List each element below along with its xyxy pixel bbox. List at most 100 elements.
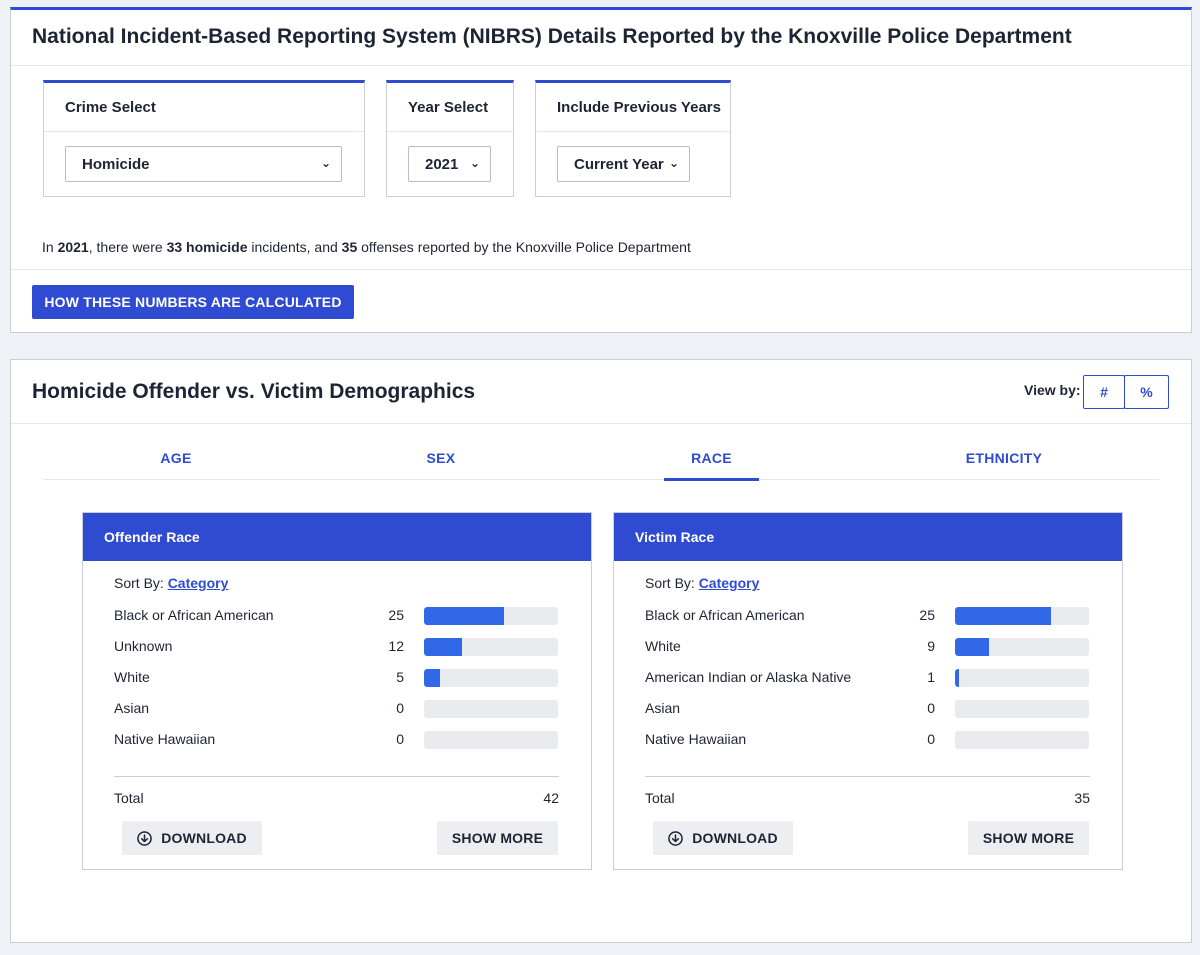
list-item: American Indian or Alaska Native 1: [645, 668, 1090, 688]
previous-years-label: Include Previous Years: [557, 99, 721, 116]
demographics-title: Homicide Offender vs. Victim Demographic…: [32, 380, 476, 403]
bar-fill: [955, 638, 990, 656]
list-item: White 9: [645, 637, 1090, 657]
crime-select-box: Crime Select Homicide ⌄: [43, 80, 365, 197]
chevron-down-icon: ⌄: [469, 156, 480, 170]
list-item: Black or African American 25: [114, 606, 559, 626]
bar-track: [424, 700, 558, 718]
chevron-down-icon: ⌄: [320, 156, 331, 170]
tab-age[interactable]: AGE: [160, 450, 192, 466]
year-select-box: Year Select 2021 ⌄: [386, 80, 514, 197]
divider: [44, 131, 364, 132]
row-value: 0: [396, 731, 404, 747]
tab-sex[interactable]: SEX: [426, 450, 456, 466]
bar-fill: [424, 638, 463, 656]
bar-track: [424, 731, 558, 749]
row-label: Asian: [645, 700, 681, 716]
list-item: Unknown 12: [114, 637, 559, 657]
download-label: DOWNLOAD: [692, 830, 778, 846]
crime-select-label: Crime Select: [65, 99, 156, 116]
bar-fill: [424, 607, 504, 625]
crime-select-value: Homicide: [82, 155, 150, 173]
sort-category-link[interactable]: Category: [698, 575, 760, 591]
row-label: Unknown: [114, 638, 173, 654]
row-value: 1: [927, 669, 935, 685]
row-value: 25: [388, 607, 404, 623]
row-label: White: [645, 638, 681, 654]
divider: [11, 65, 1191, 66]
divider: [11, 269, 1191, 270]
row-label: Native Hawaiian: [645, 731, 747, 747]
bar-track: [955, 669, 1089, 687]
victim-race-title: Victim Race: [614, 513, 1122, 561]
offender-total-row: Total 42: [114, 790, 559, 806]
victim-total-row: Total 35: [645, 790, 1090, 806]
nibrs-details-card: National Incident-Based Reporting System…: [10, 7, 1192, 333]
previous-years-value: Current Year: [574, 155, 664, 173]
year-select-label: Year Select: [408, 99, 489, 116]
chevron-down-icon: ⌄: [668, 156, 679, 170]
tab-race[interactable]: RACE: [691, 450, 732, 466]
row-value: 12: [388, 638, 404, 654]
divider: [387, 131, 513, 132]
row-label: Black or African American: [645, 607, 805, 623]
bar-track: [955, 607, 1089, 625]
victim-show-more-button[interactable]: SHOW MORE: [968, 821, 1089, 855]
bar-track: [424, 638, 558, 656]
sort-by: Sort By: Category: [114, 575, 229, 591]
row-label: American Indian or Alaska Native: [645, 669, 852, 685]
offender-race-title: Offender Race: [83, 513, 591, 561]
row-value: 25: [919, 607, 935, 623]
view-by-percent-button[interactable]: %: [1124, 375, 1169, 409]
row-label: Native Hawaiian: [114, 731, 216, 747]
summary-text: In 2021, there were 33 homicide incident…: [42, 239, 691, 255]
view-by-label: View by:: [1024, 382, 1081, 398]
victim-race-panel: Victim Race Sort By: Category Black or A…: [613, 512, 1123, 870]
row-value: 9: [927, 638, 935, 654]
bar-track: [955, 638, 1089, 656]
row-label: White: [114, 669, 150, 685]
bar-fill: [955, 669, 959, 687]
bar-track: [955, 731, 1089, 749]
sort-category-link[interactable]: Category: [167, 575, 229, 591]
list-item: Asian 0: [645, 699, 1090, 719]
bar-track: [424, 607, 558, 625]
active-tab-indicator: [664, 478, 759, 481]
offender-show-more-button[interactable]: SHOW MORE: [437, 821, 558, 855]
previous-years-dropdown[interactable]: Current Year ⌄: [557, 146, 690, 182]
tabs-divider: [43, 479, 1159, 480]
divider: [645, 776, 1090, 777]
row-value: 0: [396, 700, 404, 716]
list-item: White 5: [114, 668, 559, 688]
view-by-count-button[interactable]: #: [1083, 375, 1125, 409]
divider: [11, 423, 1191, 424]
bar-track: [955, 700, 1089, 718]
row-value: 5: [396, 669, 404, 685]
previous-years-box: Include Previous Years Current Year ⌄: [535, 80, 731, 197]
download-icon: [668, 830, 684, 846]
row-label: Black or African American: [114, 607, 274, 623]
bar-fill: [424, 669, 440, 687]
list-item: Native Hawaiian 0: [645, 730, 1090, 750]
how-numbers-calculated-button[interactable]: HOW THESE NUMBERS ARE CALCULATED: [32, 285, 354, 319]
download-icon: [137, 830, 153, 846]
divider: [114, 776, 559, 777]
tab-ethnicity[interactable]: ETHNICITY: [965, 450, 1043, 466]
list-item: Asian 0: [114, 699, 559, 719]
download-label: DOWNLOAD: [161, 830, 247, 846]
sort-by: Sort By: Category: [645, 575, 760, 591]
total-value: 42: [543, 790, 559, 806]
bar-track: [424, 669, 558, 687]
list-item: Native Hawaiian 0: [114, 730, 559, 750]
year-select-dropdown[interactable]: 2021 ⌄: [408, 146, 491, 182]
offender-download-button[interactable]: DOWNLOAD: [122, 821, 262, 855]
bar-fill: [955, 607, 1051, 625]
divider: [536, 131, 730, 132]
demographics-card: Homicide Offender vs. Victim Demographic…: [10, 359, 1192, 943]
year-select-value: 2021: [425, 155, 459, 173]
page-title: National Incident-Based Reporting System…: [32, 25, 1072, 48]
victim-download-button[interactable]: DOWNLOAD: [653, 821, 793, 855]
list-item: Black or African American 25: [645, 606, 1090, 626]
crime-select-dropdown[interactable]: Homicide ⌄: [65, 146, 342, 182]
row-label: Asian: [114, 700, 150, 716]
